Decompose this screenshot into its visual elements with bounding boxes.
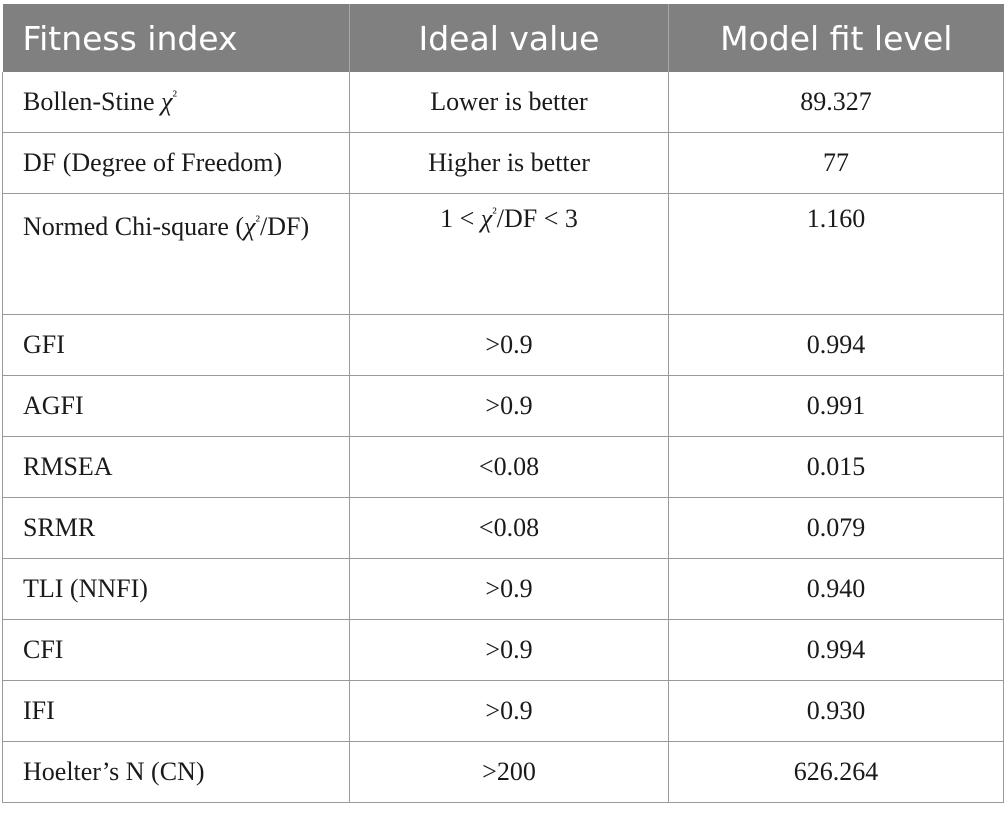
fitness-index-cell: IFI	[2, 680, 350, 742]
ideal-value-cell: Higher is better	[349, 132, 669, 194]
fitness-index-cell: DF (Degree of Freedom)	[2, 132, 350, 194]
ideal-value-cell: >200	[349, 741, 669, 803]
table-row: GFI >0.9 0.994	[2, 314, 1004, 376]
model-fit-cell: 1.160	[668, 193, 1004, 315]
table-row: AGFI >0.9 0.991	[2, 375, 1004, 437]
ideal-value-cell: >0.9	[349, 558, 669, 620]
table-row: Bollen-Stine χ² Lower is better 89.327	[2, 72, 1004, 133]
model-fit-cell: 0.994	[668, 314, 1004, 376]
table-row: Normed Chi-square (χ²/DF) 1 < χ²/DF < 3 …	[2, 193, 1004, 315]
ideal-value-cell: <0.08	[349, 436, 669, 498]
header-row: Fitness index Ideal value Model fit leve…	[2, 4, 1004, 72]
fitness-index-cell: Bollen-Stine χ²	[2, 72, 350, 133]
fitness-index-cell: TLI (NNFI)	[2, 558, 350, 620]
ideal-value-cell: 1 < χ²/DF < 3	[349, 193, 669, 315]
header-model-fit-level: Model fit level	[668, 4, 1004, 72]
ideal-value-cell: >0.9	[349, 314, 669, 376]
model-fit-cell: 626.264	[668, 741, 1004, 803]
ideal-value-cell: >0.9	[349, 680, 669, 742]
fitness-index-cell: SRMR	[2, 497, 350, 559]
table-row: IFI >0.9 0.930	[2, 680, 1004, 742]
model-fit-cell: 0.940	[668, 558, 1004, 620]
model-fit-cell: 0.930	[668, 680, 1004, 742]
table-row: DF (Degree of Freedom) Higher is better …	[2, 132, 1004, 194]
table-row: Hoelter’s N (CN) >200 626.264	[2, 741, 1004, 803]
table-header: Fitness index Ideal value Model fit leve…	[2, 4, 1004, 72]
fitness-index-cell: CFI	[2, 619, 350, 681]
model-fit-cell: 89.327	[668, 72, 1004, 133]
model-fit-cell: 77	[668, 132, 1004, 194]
ideal-value-cell: Lower is better	[349, 72, 669, 133]
ideal-value-cell: >0.9	[349, 375, 669, 437]
model-fit-cell: 0.015	[668, 436, 1004, 498]
model-fit-cell: 0.079	[668, 497, 1004, 559]
table-row: TLI (NNFI) >0.9 0.940	[2, 558, 1004, 620]
fitness-index-cell: GFI	[2, 314, 350, 376]
table-row: SRMR <0.08 0.079	[2, 497, 1004, 559]
model-fit-cell: 0.994	[668, 619, 1004, 681]
header-ideal-value: Ideal value	[349, 4, 669, 72]
ideal-value-cell: >0.9	[349, 619, 669, 681]
table-row: RMSEA <0.08 0.015	[2, 436, 1004, 498]
table-body: Bollen-Stine χ² Lower is better 89.327 D…	[2, 72, 1004, 803]
header-fitness-index: Fitness index	[2, 4, 350, 72]
model-fit-cell: 0.991	[668, 375, 1004, 437]
ideal-value-cell: <0.08	[349, 497, 669, 559]
model-fit-table: Fitness index Ideal value Model fit leve…	[2, 4, 1004, 803]
fitness-index-cell: AGFI	[2, 375, 350, 437]
fitness-index-cell: Normed Chi-square (χ²/DF)	[2, 193, 350, 315]
fitness-index-cell: Hoelter’s N (CN)	[2, 741, 350, 803]
fitness-index-cell: RMSEA	[2, 436, 350, 498]
table-row: CFI >0.9 0.994	[2, 619, 1004, 681]
